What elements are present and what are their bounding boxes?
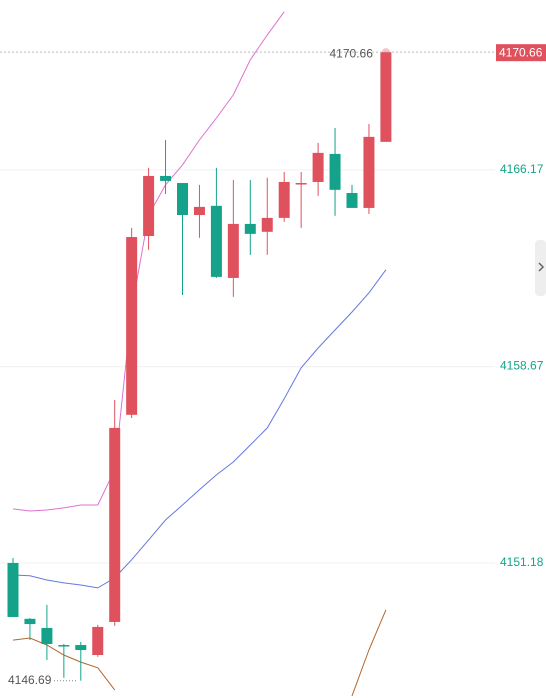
candle-body (143, 175, 155, 236)
ma-line (12, 609, 387, 697)
candle-body (160, 175, 172, 181)
candle-body (177, 183, 188, 216)
candle-body (295, 183, 307, 185)
candle-body (329, 153, 341, 190)
max-marker-label: 4170.66 (330, 46, 374, 60)
candle-body (41, 627, 53, 644)
candle-body (126, 237, 138, 415)
candle-body (210, 205, 222, 277)
candle-body (312, 152, 324, 182)
ma-line (12, 11, 285, 512)
ma-line (12, 269, 387, 589)
candle-body (109, 427, 121, 622)
candle-body (58, 645, 70, 647)
candle-body (380, 52, 392, 142)
candle-body (363, 136, 375, 208)
candle-body (278, 181, 290, 218)
candle-body (7, 562, 19, 617)
y-tick-label: 4166.17 (500, 162, 544, 176)
last-price-tag (496, 44, 546, 62)
candle-body (24, 618, 36, 625)
collapse-tab[interactable] (535, 240, 546, 296)
candle-body (261, 217, 273, 232)
candle-body (244, 223, 256, 234)
candle-body (346, 192, 358, 208)
y-tick-label: 4158.67 (500, 359, 544, 373)
max-dot (381, 48, 390, 57)
candle-body (193, 206, 205, 216)
min-marker-label: 4146.69 (8, 673, 52, 687)
collapse-arrow[interactable] (538, 262, 545, 272)
candle-body (227, 223, 239, 278)
candle-body (75, 645, 87, 651)
y-tick-label: 4151.18 (500, 555, 544, 569)
last-price-label: 4170.66 (499, 45, 543, 59)
candle-body (92, 626, 104, 655)
